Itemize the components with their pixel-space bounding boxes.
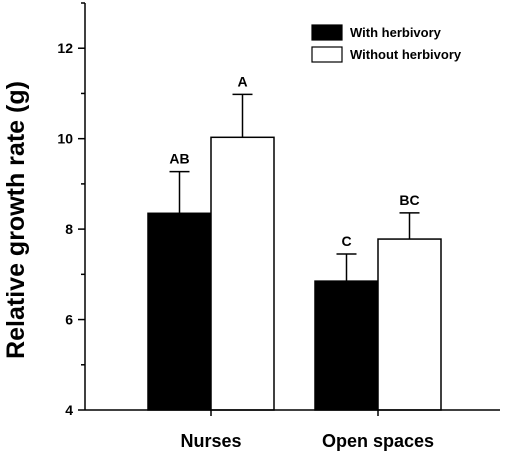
significance-label: BC <box>399 192 419 208</box>
y-tick-label: 8 <box>65 221 73 237</box>
x-tick-label: Open spaces <box>322 431 434 451</box>
legend-entry: With herbivory <box>350 25 442 40</box>
significance-label: A <box>237 73 247 89</box>
y-axis-label: Relative growth rate (g) <box>2 81 30 359</box>
legend-entry: Without herbivory <box>350 47 462 62</box>
bar-with-herbivory-0 <box>147 212 212 411</box>
bar-without-herbivory-1 <box>377 238 442 411</box>
y-tick-label: 12 <box>57 40 73 56</box>
significance-label: C <box>341 233 351 249</box>
y-tick-label: 6 <box>65 312 73 328</box>
x-tick-label: Nurses <box>180 431 241 451</box>
legend: With herbivory Without herbivory <box>311 24 462 63</box>
legend-swatch <box>311 24 343 41</box>
x-axis: Nurses Open spaces <box>85 409 500 451</box>
significance-label: AB <box>169 151 189 167</box>
bar-with-herbivory-1 <box>314 280 379 411</box>
bar-without-herbivory-0 <box>210 136 275 411</box>
y-tick-label: 4 <box>65 402 73 418</box>
y-axis: 4 6 8 10 12 <box>57 2 86 418</box>
legend-swatch <box>311 46 343 63</box>
y-tick-label: 10 <box>57 131 73 147</box>
